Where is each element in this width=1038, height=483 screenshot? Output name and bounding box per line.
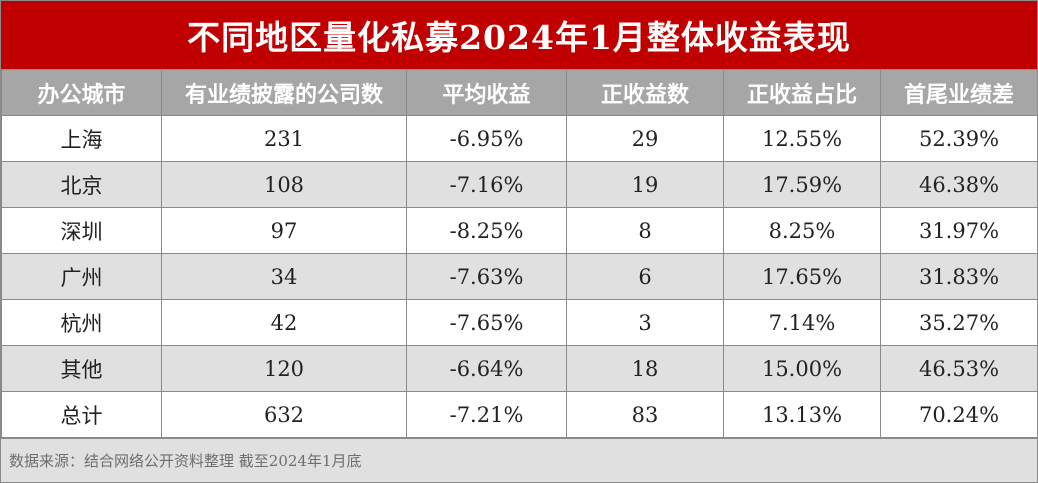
- cell-positive-ratio: 17.65%: [723, 253, 881, 300]
- cell-positive-ratio: 17.59%: [723, 161, 881, 208]
- table-row: 其他 120 -6.64% 18 15.00% 46.53%: [1, 345, 1038, 392]
- cell-spread: 52.39%: [880, 115, 1038, 162]
- cell-positive-ratio: 7.14%: [723, 299, 881, 346]
- cell-spread: 31.97%: [880, 207, 1038, 254]
- cell-avg-return: -6.64%: [406, 345, 567, 392]
- cell-city: 北京: [1, 161, 162, 208]
- cell-spread: 31.83%: [880, 253, 1038, 300]
- col-header-company-count: 有业绩披露的公司数: [161, 69, 407, 116]
- table-row: 杭州 42 -7.65% 3 7.14% 35.27%: [1, 299, 1038, 346]
- cell-positive-count: 19: [566, 161, 724, 208]
- cell-positive-count: 3: [566, 299, 724, 346]
- cell-positive-ratio: 8.25%: [723, 207, 881, 254]
- col-header-city: 办公城市: [1, 69, 162, 116]
- table-row: 上海 231 -6.95% 29 12.55% 52.39%: [1, 115, 1038, 162]
- cell-city: 总计: [1, 391, 162, 438]
- cell-positive-count: 18: [566, 345, 724, 392]
- table-row: 深圳 97 -8.25% 8 8.25% 31.97%: [1, 207, 1038, 254]
- total-row: 总计 632 -7.21% 83 13.13% 70.24%: [1, 391, 1038, 438]
- cell-company-count: 42: [161, 299, 407, 346]
- cell-spread: 70.24%: [880, 391, 1038, 438]
- cell-city: 其他: [1, 345, 162, 392]
- cell-avg-return: -6.95%: [406, 115, 567, 162]
- cell-company-count: 108: [161, 161, 407, 208]
- cell-avg-return: -7.63%: [406, 253, 567, 300]
- table-row: 广州 34 -7.63% 6 17.65% 31.83%: [1, 253, 1038, 300]
- table-row: 北京 108 -7.16% 19 17.59% 46.38%: [1, 161, 1038, 208]
- cell-spread: 35.27%: [880, 299, 1038, 346]
- cell-positive-count: 6: [566, 253, 724, 300]
- cell-company-count: 97: [161, 207, 407, 254]
- cell-positive-ratio: 12.55%: [723, 115, 881, 162]
- cell-positive-ratio: 13.13%: [723, 391, 881, 438]
- table-title: 不同地区量化私募2024年1月整体收益表现: [1, 1, 1037, 69]
- returns-table: 办公城市 有业绩披露的公司数 平均收益 正收益数 正收益占比 首尾业绩差 上海 …: [1, 69, 1038, 438]
- cell-avg-return: -7.65%: [406, 299, 567, 346]
- cell-city: 上海: [1, 115, 162, 162]
- cell-positive-count: 8: [566, 207, 724, 254]
- cell-city: 深圳: [1, 207, 162, 254]
- cell-avg-return: -7.16%: [406, 161, 567, 208]
- source-note: 数据来源：结合网络公开资料整理 截至2024年1月底: [1, 438, 1037, 482]
- cell-city: 广州: [1, 253, 162, 300]
- cell-company-count: 120: [161, 345, 407, 392]
- cell-spread: 46.53%: [880, 345, 1038, 392]
- col-header-positive-ratio: 正收益占比: [723, 69, 881, 116]
- cell-avg-return: -8.25%: [406, 207, 567, 254]
- cell-company-count: 34: [161, 253, 407, 300]
- cell-city: 杭州: [1, 299, 162, 346]
- cell-spread: 46.38%: [880, 161, 1038, 208]
- header-row: 办公城市 有业绩披露的公司数 平均收益 正收益数 正收益占比 首尾业绩差: [1, 69, 1038, 116]
- col-header-avg-return: 平均收益: [406, 69, 567, 116]
- cell-company-count: 231: [161, 115, 407, 162]
- col-header-spread: 首尾业绩差: [880, 69, 1038, 116]
- cell-positive-count: 29: [566, 115, 724, 162]
- cell-positive-ratio: 15.00%: [723, 345, 881, 392]
- cell-avg-return: -7.21%: [406, 391, 567, 438]
- cell-positive-count: 83: [566, 391, 724, 438]
- col-header-positive-count: 正收益数: [566, 69, 724, 116]
- cell-company-count: 632: [161, 391, 407, 438]
